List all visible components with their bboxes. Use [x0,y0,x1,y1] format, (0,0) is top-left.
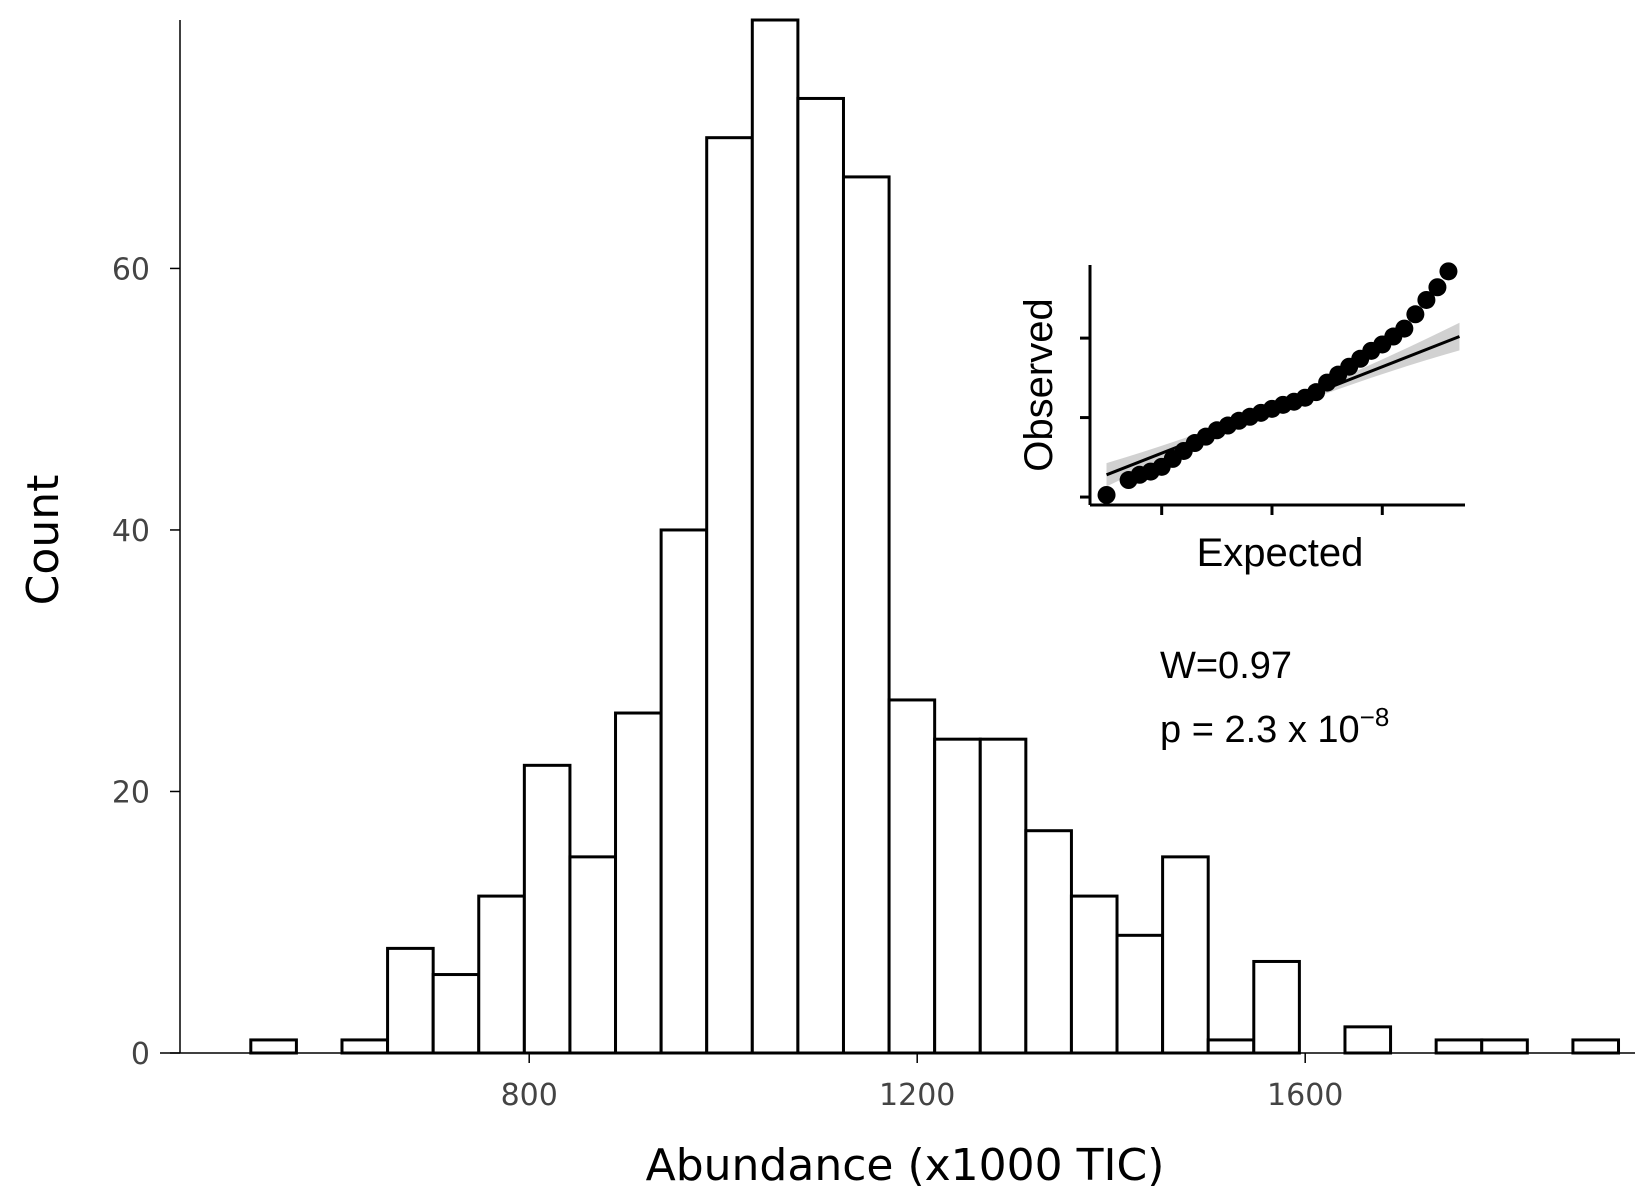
y-tick-label: 0 [131,1037,150,1072]
y-tick-label: 40 [112,514,150,549]
histogram-bar [1252,959,1301,1055]
inset-qq-plot: Expected Observed [1017,262,1465,575]
x-axis-ticks: 800 1200 1600 [501,1053,1343,1113]
qq-point [1406,305,1425,324]
histogram-bar [1161,855,1210,1055]
y-axis-title: Count [18,475,69,606]
x-axis-title: Abundance (x1000 TIC) [646,1140,1165,1191]
inset-y-axis-title: Observed [1017,298,1061,471]
histogram-bar [750,18,800,1055]
histogram-bar [431,973,481,1055]
normality-test-annotation: W=0.97 p = 2.3 x 10−8 [1160,645,1389,751]
histogram-bar [1480,1038,1529,1055]
qq-point [1097,485,1116,504]
x-tick-label: 1200 [879,1078,955,1113]
qq-point [1417,290,1436,309]
x-tick-label: 800 [501,1078,558,1113]
p-value-label: p = 2.3 x 10−8 [1160,702,1389,751]
histogram-bar [1571,1038,1621,1055]
x-tick-label: 1600 [1267,1078,1343,1113]
histogram-bar [659,528,709,1055]
histogram-bar [477,894,526,1055]
histogram-bar [887,698,937,1055]
y-tick-label: 20 [112,775,150,810]
p-value-base: p = 2.3 x 10 [1160,709,1360,751]
histogram-bar [340,1038,390,1055]
y-tick-label: 60 [112,252,150,287]
histogram-bar [1115,933,1165,1055]
histogram-bar [1343,1025,1393,1055]
qq-point [1428,278,1447,297]
histogram-bar [568,855,618,1055]
histogram-bar [249,1038,298,1055]
qq-points [1097,262,1458,504]
histogram-bar [841,175,891,1055]
histogram-bar [386,946,435,1055]
inset-x-axis-title: Expected [1197,531,1364,575]
histogram-bar [933,737,982,1055]
inset-axis-ticks [1080,336,1384,515]
qq-point [1439,262,1458,281]
histogram-bar [1024,829,1073,1055]
histogram-bar [522,763,572,1055]
main-histogram: 800 1200 1600 0 20 40 60 Abundance (x1000 TIC… [18,18,1635,1191]
histogram-bars [249,18,1621,1055]
y-axis-ticks: 0 20 40 60 [112,252,180,1072]
histogram-bar [1069,894,1119,1055]
p-value-exponent: −8 [1360,702,1390,732]
qq-point [1395,319,1414,338]
histogram-bar [1434,1038,1484,1055]
histogram-bar [796,96,845,1055]
histogram-bar [978,737,1028,1055]
histogram-bar [1206,1038,1256,1055]
w-statistic-label: W=0.97 [1160,645,1292,687]
histogram-bar [614,711,663,1055]
histogram-bar [705,136,754,1055]
